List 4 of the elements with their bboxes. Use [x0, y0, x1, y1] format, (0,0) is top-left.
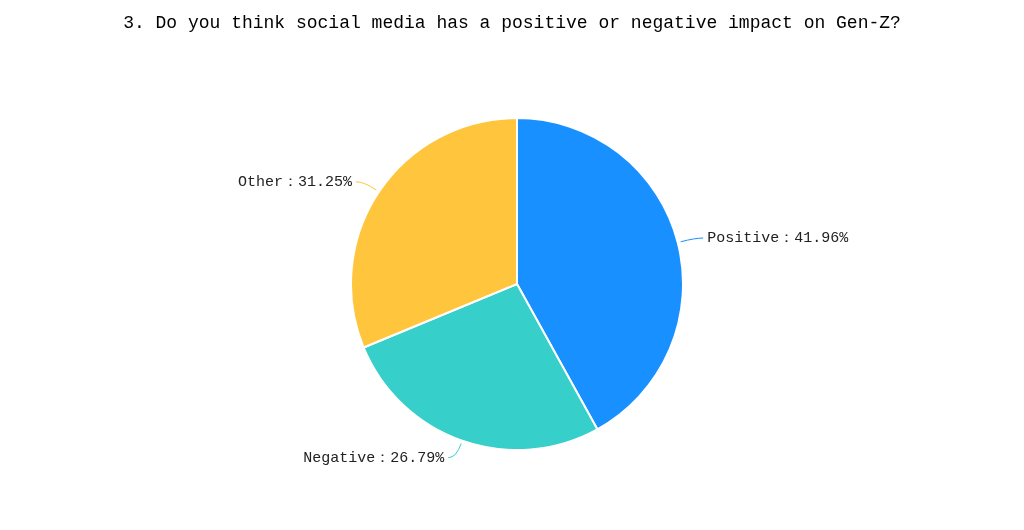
slice-label: Positive：41.96%	[707, 229, 850, 247]
chart-title: 3. Do you think social media has a positive or negative impact on Gen-Z?	[123, 12, 901, 33]
slice-label: Other：31.25%	[237, 173, 353, 191]
slice-label: Negative：26.79%	[303, 449, 446, 467]
